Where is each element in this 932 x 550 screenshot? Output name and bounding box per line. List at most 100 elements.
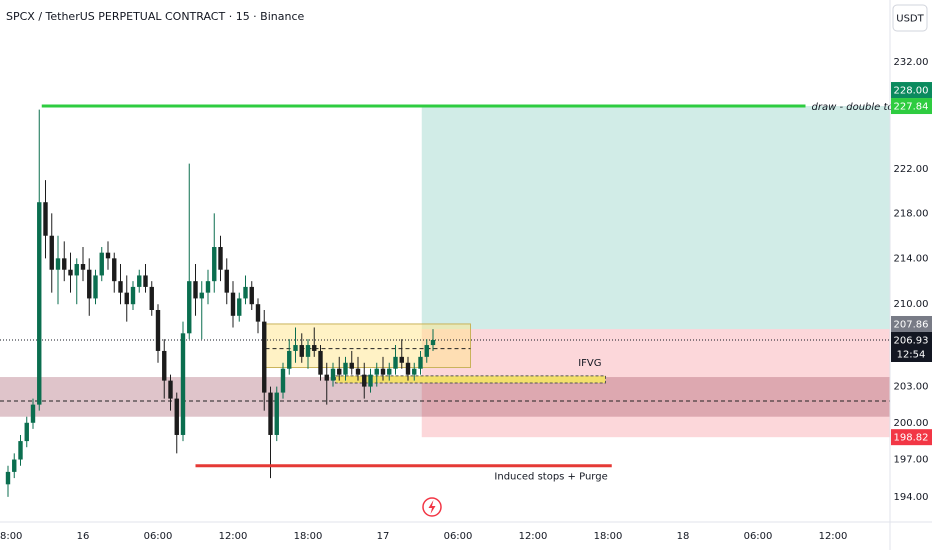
- y-tick-label: 218.00: [894, 208, 929, 219]
- candle-body: [293, 345, 298, 351]
- candle-body: [55, 258, 61, 270]
- price-badge-label: 206.93: [894, 335, 929, 346]
- zone: [335, 375, 606, 384]
- candle-body: [405, 362, 411, 375]
- candle-body: [249, 286, 254, 305]
- candle-body: [280, 368, 286, 393]
- target-zone: [421, 106, 890, 330]
- candle-body: [355, 368, 361, 375]
- candle-body: [255, 304, 261, 322]
- candle-body: [49, 235, 54, 270]
- x-tick-label: 18: [677, 531, 690, 542]
- candle-body: [18, 441, 23, 460]
- candle-body: [262, 321, 267, 393]
- x-tick-label: 18:00: [594, 531, 623, 542]
- price-badge-label: 198.82: [894, 433, 929, 444]
- candle-body: [105, 252, 111, 259]
- candle-body: [37, 202, 42, 405]
- lightning-icon[interactable]: [422, 497, 442, 517]
- candle-body: [287, 350, 292, 369]
- x-tick-label: 12:00: [219, 531, 248, 542]
- annotation-label: draw - double top: [812, 102, 900, 113]
- candle-body: [212, 247, 217, 282]
- price-badge-countdown: 12:54: [897, 349, 926, 360]
- x-tick-label: 16: [77, 531, 90, 542]
- y-tick-label: 222.00: [894, 164, 929, 175]
- x-tick-label: 18:00: [0, 531, 22, 542]
- price-badge-label: 207.86: [894, 319, 929, 330]
- candle-body: [305, 345, 311, 357]
- candle-body: [5, 471, 11, 485]
- candle-body: [68, 269, 73, 276]
- candle-body: [118, 281, 123, 293]
- icon-bolt[interactable]: [428, 500, 436, 514]
- candle-body: [199, 292, 204, 299]
- candle-body: [143, 275, 148, 287]
- price-badge: [891, 98, 932, 115]
- plot-area: IFVG draw - double top Induced stops + Pur…: [0, 102, 900, 497]
- candle-body: [93, 275, 98, 299]
- candle-body: [368, 374, 373, 387]
- y-tick-label: 232.00: [894, 57, 929, 68]
- candle-body: [193, 281, 198, 299]
- candle-body: [312, 345, 317, 351]
- candle-body: [12, 459, 17, 472]
- zone-label: IFVG: [578, 358, 601, 369]
- x-tick-label: 12:00: [519, 531, 548, 542]
- candle-body: [399, 356, 404, 363]
- candle-body: [124, 292, 129, 305]
- candle-body: [180, 333, 186, 435]
- candle-body: [418, 356, 423, 369]
- candle-body: [318, 350, 323, 375]
- currency-button[interactable]: [892, 4, 928, 32]
- candle-body: [74, 264, 79, 276]
- currency-label[interactable]: USDT: [896, 14, 924, 25]
- y-tick-label: 203.00: [894, 382, 929, 393]
- candle-body: [30, 404, 36, 423]
- candle-body: [87, 269, 92, 299]
- y-tick-label: 200.00: [894, 418, 929, 429]
- candle-body: [218, 247, 223, 270]
- candle-body: [149, 286, 154, 310]
- candle-body: [62, 258, 67, 270]
- candle-body: [230, 292, 236, 316]
- candle-body: [137, 275, 142, 287]
- candle-body: [424, 345, 429, 357]
- candle-body: [362, 374, 367, 387]
- x-tick-label: 12:00: [819, 531, 848, 542]
- zone: [0, 377, 890, 417]
- x-tick-label: 06:00: [444, 531, 473, 542]
- chart-title: SPCX / TetherUS PERPETUAL CONTRACT · 15 …: [6, 10, 305, 23]
- candle-body: [337, 368, 342, 375]
- price-badge-label: 228.00: [894, 86, 929, 97]
- candle-body: [237, 298, 242, 316]
- y-tick-label: 194.00: [894, 492, 929, 503]
- candle-body: [112, 258, 117, 282]
- candle-body: [205, 281, 211, 293]
- candle-body: [330, 368, 336, 381]
- y-tick-label: 197.00: [894, 455, 929, 466]
- x-tick-label: 06:00: [144, 531, 173, 542]
- candle-body: [349, 362, 354, 369]
- candle-body: [243, 286, 248, 299]
- candle-body: [412, 368, 417, 375]
- candle-body: [324, 374, 329, 381]
- candle-body: [374, 368, 379, 375]
- candle-body: [155, 309, 161, 351]
- candle-body: [162, 350, 167, 381]
- candle-body: [224, 269, 229, 293]
- candle-body: [24, 422, 29, 442]
- x-tick-label: 18:00: [294, 531, 323, 542]
- candle-body: [168, 380, 173, 399]
- candle-body: [393, 356, 398, 369]
- price-badge-label: 227.84: [894, 102, 929, 113]
- price-badge: [891, 429, 932, 446]
- candle-body: [299, 345, 304, 357]
- y-tick-label: 210.00: [894, 299, 929, 310]
- candle-body: [80, 264, 86, 270]
- price-badge: [891, 331, 932, 362]
- x-tick-label: 17: [377, 531, 390, 542]
- candle-body: [387, 368, 392, 375]
